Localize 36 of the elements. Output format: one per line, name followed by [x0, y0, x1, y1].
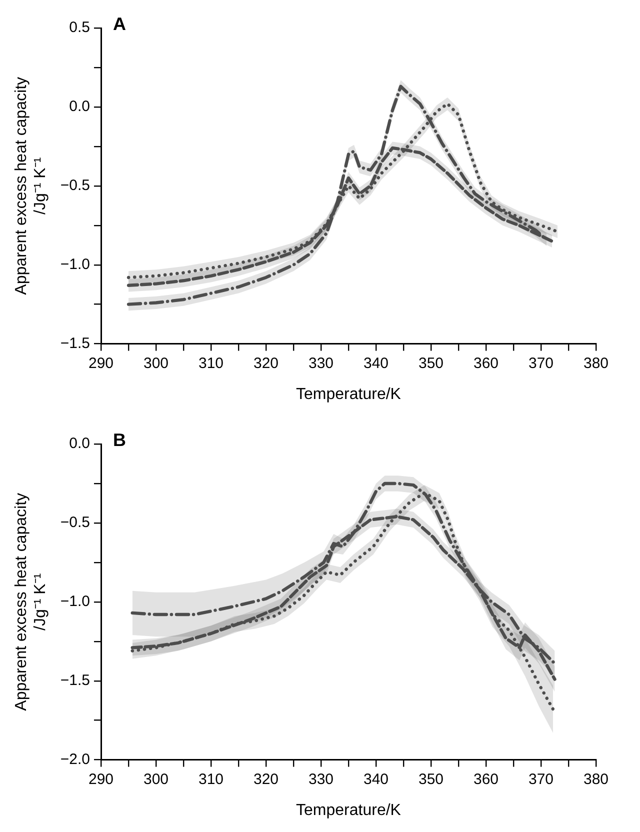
- x-axis-title: Temperature/K: [296, 386, 402, 403]
- y-tick-label: −1.0: [60, 256, 90, 273]
- y-tick-label: 0.0: [69, 98, 90, 116]
- x-tick-label: 330: [308, 354, 334, 372]
- y-tick-label: 0.5: [69, 19, 90, 36]
- y-tick-label: −0.5: [60, 177, 90, 194]
- x-tick-label: 360: [473, 354, 499, 372]
- x-tick-label: 300: [143, 770, 169, 788]
- y-tick-label: −1.5: [60, 334, 90, 352]
- y-tick-label: 0.0: [69, 435, 90, 452]
- y-tick-label: −1.0: [60, 593, 90, 610]
- x-tick-label: 380: [583, 354, 609, 372]
- chart-title: A: [113, 14, 126, 34]
- x-tick-label: 290: [88, 354, 114, 372]
- x-tick-label: 380: [583, 770, 609, 788]
- x-axis-title: Temperature/K: [296, 802, 402, 819]
- y-tick-label: −0.5: [60, 514, 90, 532]
- x-tick-label: 290: [88, 770, 114, 788]
- x-tick-label: 350: [418, 354, 444, 372]
- x-tick-label: 340: [363, 770, 389, 788]
- x-tick-label: 310: [198, 770, 224, 788]
- x-tick-label: 340: [363, 354, 389, 372]
- x-tick-label: 300: [143, 354, 169, 372]
- x-tick-label: 330: [308, 770, 334, 788]
- x-tick-label: 370: [528, 354, 554, 372]
- chart-title: B: [113, 430, 126, 450]
- y-axis-title: Apparent excess heat capacity /Jg⁻¹ K⁻¹: [13, 76, 50, 295]
- y-tick-label: −2.0: [60, 750, 90, 768]
- x-tick-label: 350: [418, 770, 444, 788]
- x-tick-label: 320: [253, 354, 279, 372]
- x-tick-label: 320: [253, 770, 279, 788]
- y-tick-label: −1.5: [60, 672, 90, 689]
- x-tick-label: 310: [198, 354, 224, 372]
- y-axis-title: Apparent excess heat capacity /Jg⁻¹ K⁻¹: [13, 492, 50, 711]
- x-tick-label: 370: [528, 770, 554, 788]
- x-tick-label: 360: [473, 770, 499, 788]
